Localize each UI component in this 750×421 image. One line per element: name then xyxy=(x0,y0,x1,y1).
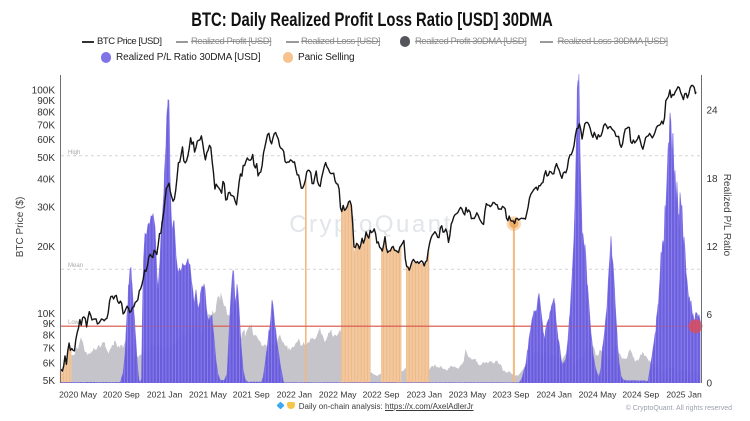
svg-text:0: 0 xyxy=(707,379,713,390)
svg-text:2021 Jan: 2021 Jan xyxy=(147,390,183,400)
svg-text:100K: 100K xyxy=(32,86,56,97)
svg-text:Mean: Mean xyxy=(68,263,83,269)
svg-text:6: 6 xyxy=(707,310,713,321)
svg-text:2023 Sep: 2023 Sep xyxy=(493,390,530,400)
svg-text:Realized P/L Ratio: Realized P/L Ratio xyxy=(721,174,732,257)
svg-text:90K: 90K xyxy=(37,96,55,107)
svg-text:9K: 9K xyxy=(43,319,56,330)
svg-text:50K: 50K xyxy=(37,153,55,164)
svg-text:20K: 20K xyxy=(37,242,55,253)
svg-text:2023 May: 2023 May xyxy=(449,390,487,400)
svg-text:High: High xyxy=(68,150,80,156)
svg-text:2023 Jan: 2023 Jan xyxy=(407,390,443,400)
svg-text:CryptoQuant: CryptoQuant xyxy=(289,211,453,238)
svg-text:7K: 7K xyxy=(43,344,56,355)
svg-text:2024 Jan: 2024 Jan xyxy=(537,390,573,400)
svg-text:2024 Sep: 2024 Sep xyxy=(622,390,659,400)
svg-text:30K: 30K xyxy=(37,203,55,214)
svg-text:40K: 40K xyxy=(37,175,55,186)
svg-text:2022 Sep: 2022 Sep xyxy=(363,390,400,400)
svg-text:2025 Jan: 2025 Jan xyxy=(666,390,702,400)
svg-text:70K: 70K xyxy=(37,120,55,131)
svg-text:2020 Sep: 2020 Sep xyxy=(103,390,140,400)
svg-text:2022 Jan: 2022 Jan xyxy=(277,390,313,400)
svg-text:2021 May: 2021 May xyxy=(189,390,227,400)
svg-text:2024 May: 2024 May xyxy=(579,390,617,400)
svg-text:2021 Sep: 2021 Sep xyxy=(233,390,270,400)
svg-text:2020 May: 2020 May xyxy=(59,390,97,400)
svg-text:5K: 5K xyxy=(43,376,56,387)
svg-text:18: 18 xyxy=(707,174,719,185)
svg-text:8K: 8K xyxy=(43,331,56,342)
svg-text:12: 12 xyxy=(707,242,719,253)
svg-text:BTC Price ($): BTC Price ($) xyxy=(15,197,26,258)
svg-text:Low: Low xyxy=(68,320,80,326)
svg-text:10K: 10K xyxy=(37,309,55,320)
svg-text:24: 24 xyxy=(707,106,719,117)
svg-text:2022 May: 2022 May xyxy=(319,390,357,400)
svg-text:60K: 60K xyxy=(37,135,55,146)
svg-text:80K: 80K xyxy=(37,107,55,118)
svg-text:6K: 6K xyxy=(43,359,56,370)
